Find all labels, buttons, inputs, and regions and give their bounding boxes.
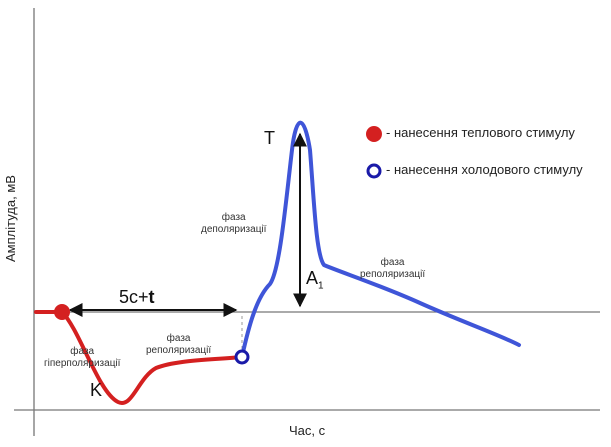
legend-heat-label: - нанесення теплового стимулу bbox=[386, 125, 575, 140]
phase-hyper-line1: фаза bbox=[70, 346, 95, 357]
phase-depol-line2: деполяризації bbox=[201, 224, 267, 235]
series-cold-response bbox=[240, 120, 521, 359]
phase-repol1-line1: фаза bbox=[166, 333, 191, 344]
interval-label-text: 5с+ bbox=[119, 287, 149, 307]
phase-repol1-line2: реполяризації bbox=[146, 345, 212, 356]
amplitude-label: A1 bbox=[306, 268, 324, 292]
phase-hyperpolarization-label: фаза гіперполяризації bbox=[44, 346, 120, 370]
phase-repolarization-1-label: фаза реполяризації bbox=[146, 333, 211, 357]
y-axis-label: Амплітуда, мВ bbox=[3, 175, 18, 262]
interval-label-bold: t bbox=[148, 287, 155, 307]
phase-depol-line1: фаза bbox=[221, 212, 246, 223]
phase-repol2-line1: фаза bbox=[380, 257, 405, 268]
phase-depolarization-label: фаза деполяризації bbox=[201, 212, 266, 236]
phase-hyper-line2: гіперполяризації bbox=[44, 358, 121, 369]
phase-repol2-line2: реполяризації bbox=[360, 269, 426, 280]
phase-repolarization-2-label: фаза реполяризації bbox=[360, 257, 425, 281]
series-heat-response bbox=[34, 310, 244, 405]
heat-stimulus-marker bbox=[54, 304, 70, 320]
legend-cold-label: - нанесення холодового стимулу bbox=[386, 162, 583, 177]
amplitude-subscript: 1 bbox=[318, 280, 324, 292]
interval-label: 5с+t bbox=[119, 287, 155, 308]
legend-cold-marker bbox=[366, 163, 382, 179]
peak-T-label: T bbox=[264, 128, 275, 148]
amplitude-letter: A bbox=[306, 268, 319, 288]
cold-stimulus-marker bbox=[234, 349, 250, 365]
legend-heat-marker bbox=[366, 126, 382, 142]
x-axis-label: Час, с bbox=[289, 423, 326, 438]
trough-K-label: K bbox=[90, 380, 103, 400]
